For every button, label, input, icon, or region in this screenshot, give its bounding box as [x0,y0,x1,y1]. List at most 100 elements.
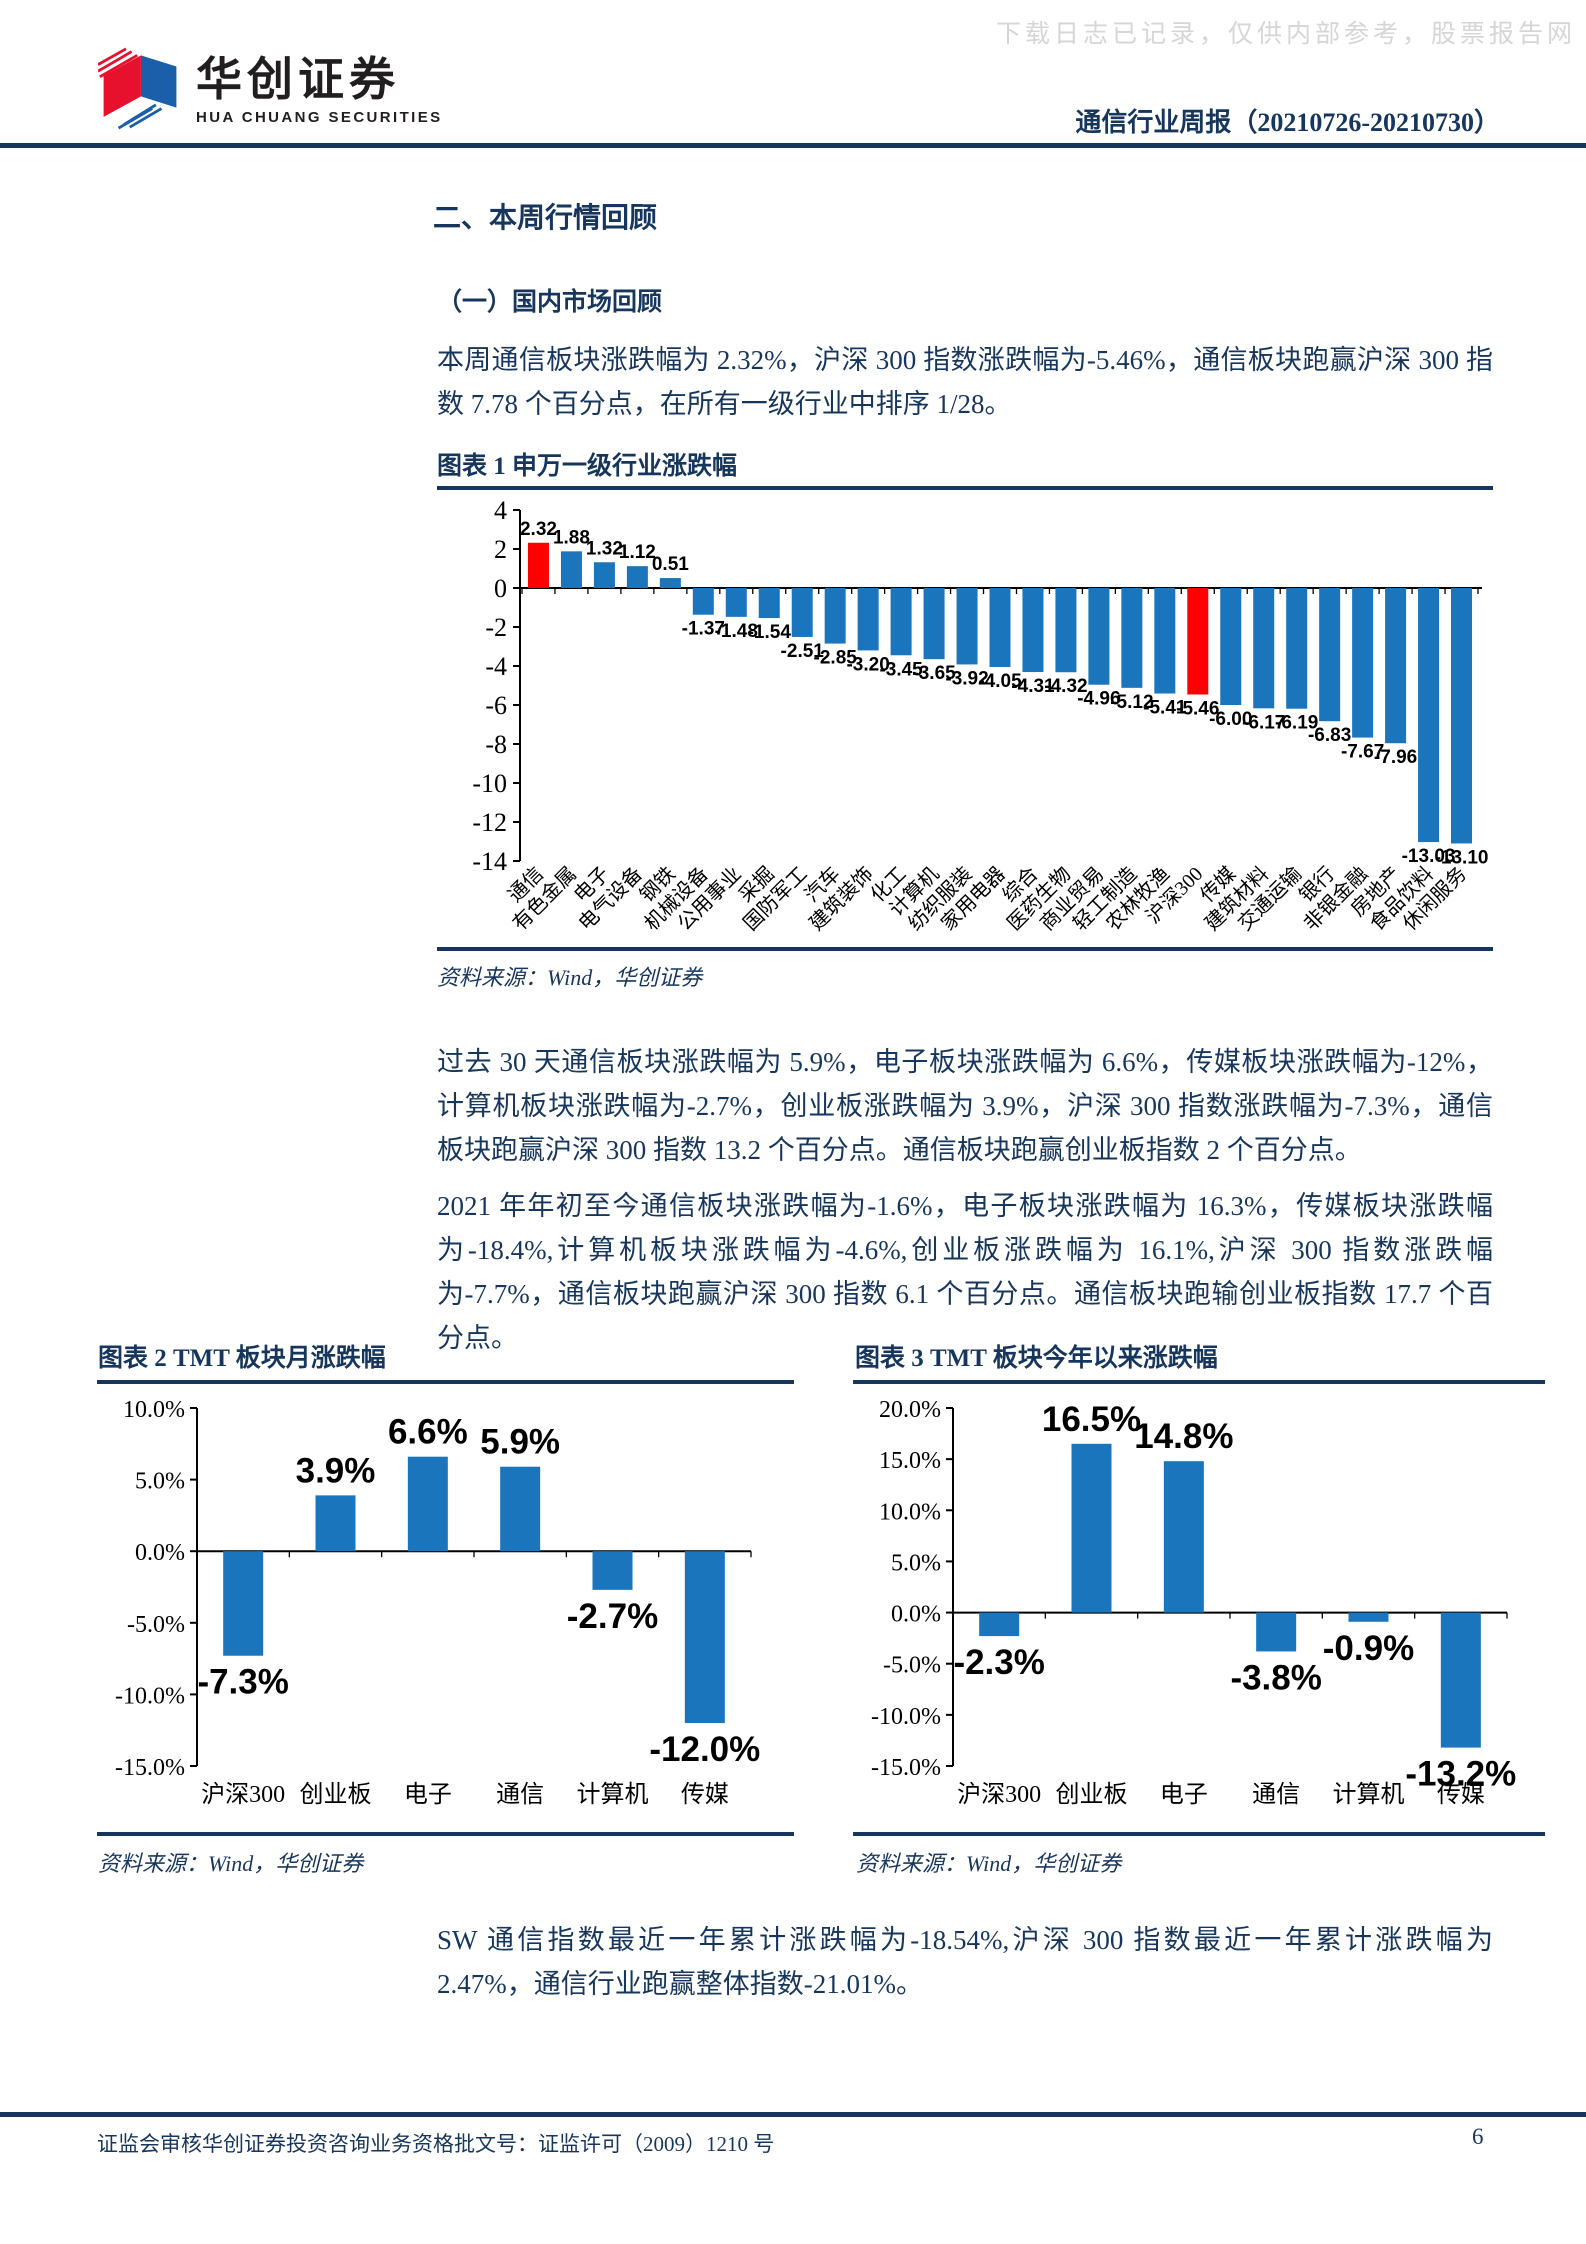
svg-text:-7.3%: -7.3% [197,1663,288,1702]
svg-text:-3.20: -3.20 [846,654,889,675]
logo-cube-icon [97,46,182,135]
page-number: 6 [1472,2124,1484,2149]
svg-text:-2.51: -2.51 [781,641,825,662]
svg-text:0.0%: 0.0% [891,1602,941,1628]
svg-text:-7.67: -7.67 [1341,742,1384,763]
svg-text:沪深300: 沪深300 [201,1781,285,1808]
paragraph-ytd-review: 2021 年年初至今通信板块涨跌幅为-1.6%，电子板块涨跌幅为 16.3%，传… [437,1191,1493,1353]
industry-weekly-change-chart: 420-2-4-6-8-10-12-142.32通信1.88有色金属1.32电子… [472,496,1489,935]
svg-text:20.0%: 20.0% [879,1397,941,1423]
svg-text:3.9%: 3.9% [296,1451,376,1490]
svg-text:-8: -8 [485,730,507,759]
svg-text:通信: 通信 [1252,1781,1300,1808]
svg-text:-3.8%: -3.8% [1230,1658,1321,1697]
svg-text:-0.9%: -0.9% [1323,1629,1414,1668]
svg-text:-13.2%: -13.2% [1405,1755,1516,1794]
svg-text:-6.19: -6.19 [1275,713,1318,734]
svg-text:电子: 电子 [404,1781,452,1808]
subsection-title: （一）国内市场回顾 [437,289,663,316]
svg-text:-1.54: -1.54 [748,622,792,643]
report-title: 通信行业周报（20210726-20210730） [1075,108,1500,137]
svg-text:-7.96: -7.96 [1374,747,1417,768]
svg-text:1.88: 1.88 [553,527,590,548]
svg-text:-15.0%: -15.0% [871,1755,941,1781]
svg-text:通信: 通信 [496,1781,544,1808]
svg-text:-3.65: -3.65 [912,663,956,684]
svg-text:-6: -6 [485,691,507,720]
svg-text:0.51: 0.51 [652,554,689,575]
svg-text:5.9%: 5.9% [480,1423,560,1462]
tmt-ytd-change-chart: 20.0% 15.0% 10.0% 5.0% 0.0% -5.0% -10.0% -15.0%… [871,1397,1516,1808]
svg-text:2: 2 [494,535,507,564]
svg-text:-10: -10 [472,769,507,798]
svg-text:-4.32: -4.32 [1044,676,1087,697]
logo-subtitle: HUA CHUANG SECURITIES [196,108,443,126]
svg-text:-5.0%: -5.0% [883,1653,941,1679]
svg-text:-14: -14 [472,847,507,876]
figure1-bottom-rule [437,947,1493,951]
svg-text:-3.92: -3.92 [945,668,988,689]
header-rule [0,143,1586,148]
svg-text:-15.0%: -15.0% [115,1755,185,1781]
svg-text:6.6%: 6.6% [388,1413,468,1452]
svg-text:传媒: 传媒 [1437,1781,1485,1808]
svg-text:-12.0%: -12.0% [649,1730,760,1769]
svg-text:-2: -2 [485,613,507,642]
figure3-title: 图表 3 TMT 板块今年以来涨跌幅 [855,1345,1218,1372]
logo-title: 华创证券 [196,52,400,105]
svg-text:-4.31: -4.31 [1011,676,1055,697]
svg-text:-5.0%: -5.0% [127,1612,185,1638]
figure3-top-rule [853,1380,1545,1384]
svg-text:-13.03: -13.03 [1402,846,1456,867]
svg-text:4: 4 [494,496,507,525]
svg-text:沪深300: 沪深300 [957,1781,1041,1808]
figure3-source: 资料来源：Wind，华创证券 [856,1851,1122,1876]
svg-text:-5.41: -5.41 [1143,697,1187,718]
svg-text:-4: -4 [485,652,507,681]
svg-text:-13.10: -13.10 [1435,847,1489,868]
svg-text:-6.17: -6.17 [1242,712,1285,733]
svg-text:-2.3%: -2.3% [953,1643,1044,1682]
svg-text:-12: -12 [472,808,507,837]
tmt-monthly-change-chart: 10.0% 5.0% 0.0% -5.0% -10.0% -15.0% -7.3% 沪深300… [115,1397,760,1808]
svg-text:5.0%: 5.0% [891,1550,941,1576]
svg-text:-3.45: -3.45 [879,659,923,680]
svg-text:-1.37: -1.37 [682,619,725,640]
svg-text:1.12: 1.12 [619,542,656,563]
svg-text:10.0%: 10.0% [123,1397,185,1423]
svg-text:-2.85: -2.85 [814,648,858,669]
svg-text:16.5%: 16.5% [1042,1400,1141,1439]
company-logo: 华创证券 HUA CHUANG SECURITIES [97,46,443,135]
section-title: 二、本周行情回顾 [433,203,658,234]
svg-text:-5.12: -5.12 [1110,692,1153,713]
watermark-text: 下载日志已记录，仅供内部参考，股票报告网 [995,21,1576,48]
svg-text:-1.48: -1.48 [715,621,758,642]
svg-text:计算机: 计算机 [1333,1781,1405,1808]
svg-text:-2.7%: -2.7% [567,1597,658,1636]
svg-text:15.0%: 15.0% [879,1448,941,1474]
footer-rule [0,2112,1586,2117]
svg-text:-4.96: -4.96 [1077,689,1120,710]
figure1-source: 资料来源：Wind，华创证券 [437,965,703,990]
svg-text:创业板: 创业板 [1056,1781,1128,1808]
figure2-title: 图表 2 TMT 板块月涨跌幅 [98,1345,386,1372]
svg-text:-10.0%: -10.0% [871,1704,941,1730]
svg-text:1.32: 1.32 [586,538,623,559]
figure2-source: 资料来源：Wind，华创证券 [98,1851,364,1876]
svg-text:创业板: 创业板 [300,1781,372,1808]
svg-text:5.0%: 5.0% [135,1469,185,1495]
figure2-bottom-rule [97,1832,794,1836]
svg-text:2.32: 2.32 [520,519,557,540]
paragraph-sw-index: SW 通信指数最近一年累计涨跌幅为-18.54%,沪深 300 指数最近一年累计… [437,1925,1493,1999]
svg-text:-4.05: -4.05 [978,671,1022,692]
figure1-top-rule [437,486,1493,490]
svg-text:电子: 电子 [1160,1781,1208,1808]
figure3-bottom-rule [853,1832,1545,1836]
svg-text:0.0%: 0.0% [135,1540,185,1566]
figure1-title: 图表 1 申万一级行业涨跌幅 [437,453,738,480]
svg-text:-6.00: -6.00 [1209,709,1252,730]
svg-text:-6.83: -6.83 [1308,725,1351,746]
paragraph-week-review: 本周通信板块涨跌幅为 2.32%，沪深 300 指数涨跌幅为-5.46%，通信板… [437,345,1493,419]
svg-text:14.8%: 14.8% [1134,1417,1233,1456]
